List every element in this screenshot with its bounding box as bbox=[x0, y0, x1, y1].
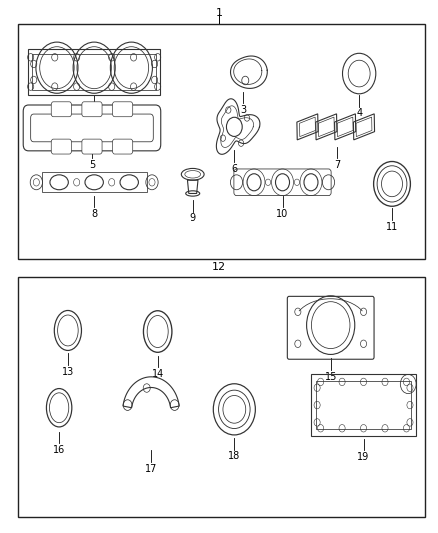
Text: 2: 2 bbox=[91, 108, 97, 118]
Text: 14: 14 bbox=[152, 369, 164, 379]
Text: 13: 13 bbox=[62, 367, 74, 377]
FancyBboxPatch shape bbox=[82, 102, 102, 117]
Text: 17: 17 bbox=[145, 464, 157, 474]
Text: 5: 5 bbox=[89, 160, 95, 170]
Text: 3: 3 bbox=[240, 105, 246, 115]
Bar bbox=[28, 50, 160, 95]
Text: 12: 12 bbox=[212, 262, 226, 272]
Text: 19: 19 bbox=[357, 452, 370, 462]
Bar bbox=[316, 381, 411, 430]
Text: 11: 11 bbox=[386, 222, 398, 232]
Text: 4: 4 bbox=[356, 108, 362, 118]
Text: 7: 7 bbox=[334, 160, 340, 170]
Text: 18: 18 bbox=[228, 451, 240, 462]
Text: 15: 15 bbox=[325, 372, 337, 382]
Text: 8: 8 bbox=[91, 209, 97, 219]
Bar bbox=[18, 24, 425, 259]
FancyBboxPatch shape bbox=[51, 139, 71, 154]
FancyBboxPatch shape bbox=[51, 102, 71, 117]
FancyBboxPatch shape bbox=[113, 139, 133, 154]
Bar bbox=[311, 374, 416, 436]
Text: 1: 1 bbox=[215, 8, 223, 18]
Bar bbox=[42, 172, 147, 192]
FancyBboxPatch shape bbox=[113, 102, 133, 117]
Text: 10: 10 bbox=[276, 209, 289, 219]
Text: 16: 16 bbox=[53, 445, 65, 455]
Bar bbox=[18, 277, 425, 517]
Text: 9: 9 bbox=[190, 213, 196, 223]
Text: 6: 6 bbox=[231, 164, 237, 174]
Bar bbox=[32, 54, 156, 90]
FancyBboxPatch shape bbox=[82, 139, 102, 154]
